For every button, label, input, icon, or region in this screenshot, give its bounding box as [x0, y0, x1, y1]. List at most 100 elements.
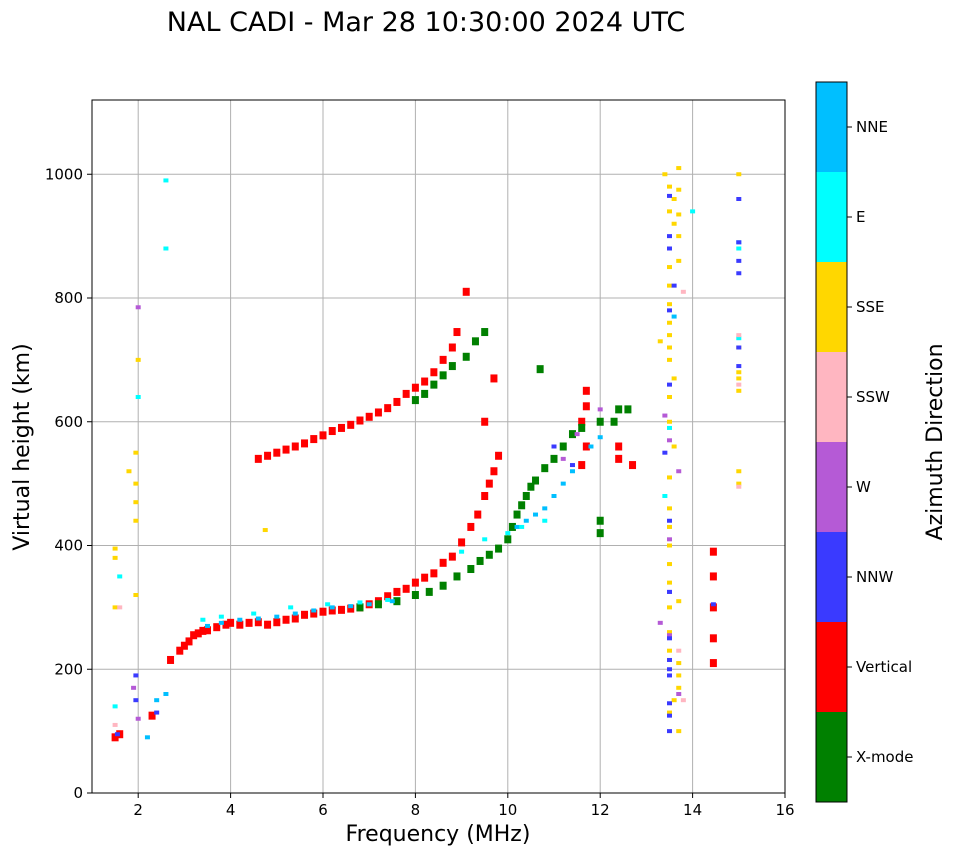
echo-point-nnw — [154, 710, 160, 715]
echo-point-nne — [588, 444, 594, 449]
echo-point-e — [200, 617, 206, 622]
echo-point-sse — [736, 172, 742, 177]
echo-point-vertical — [709, 547, 717, 556]
echo-point-nnw — [736, 240, 742, 245]
echo-point-vertical — [180, 641, 188, 650]
echo-point-vertical — [462, 287, 470, 296]
echo-point-x-mode — [559, 442, 567, 451]
echo-point-x-mode — [578, 423, 586, 432]
echo-point-vertical — [485, 479, 493, 488]
echo-point-vertical — [190, 631, 198, 640]
echo-point-vertical — [374, 408, 382, 417]
echo-point-vertical — [709, 634, 717, 643]
echo-point-e — [690, 209, 696, 214]
echo-point-x-mode — [550, 454, 558, 463]
echo-point-vertical — [481, 417, 489, 426]
echo-point-nne — [205, 623, 210, 628]
echo-point-nnw — [667, 589, 672, 594]
echo-point-nne — [569, 469, 575, 474]
echo-point-x-mode — [508, 522, 516, 531]
echo-point-vertical — [111, 733, 119, 742]
echo-point-sse — [671, 376, 677, 381]
echo-point-vertical — [615, 454, 623, 463]
echo-point-w — [676, 469, 682, 474]
echo-point-nne — [237, 617, 243, 622]
echo-point-ssw — [676, 648, 682, 653]
echo-point-w — [560, 456, 566, 461]
echo-point-vertical — [421, 573, 429, 582]
echo-point-vertical — [453, 328, 461, 337]
echo-point-nnw — [667, 701, 672, 706]
echo-point-sse — [671, 221, 677, 226]
echo-point-sse — [736, 469, 742, 474]
colorbar-label: SSE — [856, 298, 885, 316]
echo-point-e — [163, 178, 169, 183]
echo-point-nnw — [736, 364, 742, 369]
echo-point-x-mode — [481, 328, 489, 337]
echo-point-x-mode — [425, 587, 433, 596]
echo-point-sse — [667, 543, 672, 548]
echo-point-nne — [274, 614, 280, 619]
x-tick-label: 6 — [318, 801, 328, 819]
echo-point-nne — [218, 620, 224, 625]
echo-point-vertical — [402, 584, 410, 593]
echo-point-vertical — [301, 439, 309, 448]
echo-point-x-mode — [527, 482, 535, 491]
echo-point-sse — [676, 685, 682, 690]
echo-point-sse — [667, 320, 672, 325]
echo-point-e — [325, 602, 331, 607]
echo-point-nne — [560, 481, 566, 486]
echo-point-vertical — [582, 402, 590, 411]
echo-point-vertical — [448, 343, 456, 352]
echo-point-sse — [667, 524, 672, 529]
echo-point-vertical — [582, 442, 590, 451]
y-tick-label: 600 — [54, 413, 83, 431]
chart-title: NAL CADI - Mar 28 10:30:00 2024 UTC — [167, 7, 685, 38]
echo-point-x-mode — [471, 337, 479, 346]
echo-point-sse — [667, 333, 672, 338]
echo-point-sse — [657, 339, 663, 344]
echo-point-e — [482, 537, 488, 542]
echo-point-nnw — [671, 283, 677, 288]
echo-point-x-mode — [476, 556, 484, 565]
colorbar-swatch — [816, 172, 847, 262]
echo-point-vertical — [439, 355, 447, 364]
echo-point-e — [163, 246, 169, 251]
echo-point-nne — [533, 512, 539, 517]
echo-point-vertical — [328, 427, 336, 436]
echo-point-nnw — [736, 345, 742, 350]
echo-point-sse — [133, 450, 139, 455]
echo-point-x-mode — [536, 365, 544, 374]
echo-point-vertical — [384, 404, 392, 413]
echo-point-x-mode — [513, 510, 521, 519]
y-tick-label: 400 — [54, 537, 83, 555]
echo-point-sse — [676, 234, 682, 239]
y-axis-label: Virtual height (km) — [10, 343, 35, 550]
y-axis-ticks: 0 200 400 600 800 1000 — [45, 165, 92, 802]
echo-point-sse — [667, 605, 672, 610]
echo-point-nnw — [736, 197, 742, 201]
echo-point-e — [385, 597, 391, 602]
echo-point-nnw — [667, 193, 672, 198]
echo-point-sse — [667, 283, 672, 288]
echo-point-nnw — [667, 667, 672, 672]
echo-point-w — [662, 413, 668, 418]
echo-point-vertical — [282, 615, 290, 624]
echo-point-ssw — [736, 484, 742, 489]
echo-point-sse — [135, 357, 141, 362]
echo-point-vertical — [347, 420, 355, 429]
x-tick-label: 10 — [498, 801, 517, 819]
echo-point-vertical — [430, 368, 438, 377]
echo-point-sse — [662, 172, 668, 177]
echo-point-x-mode — [624, 405, 632, 414]
echo-point-vertical — [347, 604, 355, 613]
echo-point-vertical — [185, 637, 193, 646]
echo-point-nne — [366, 602, 372, 607]
echo-point-vertical — [148, 711, 156, 720]
echo-point-vertical — [310, 609, 318, 618]
echo-point-nne — [144, 735, 150, 740]
echo-point-vertical — [301, 610, 309, 619]
echo-point-e — [117, 574, 123, 579]
echo-point-w — [667, 537, 672, 542]
colorbar-swatch — [816, 622, 847, 712]
